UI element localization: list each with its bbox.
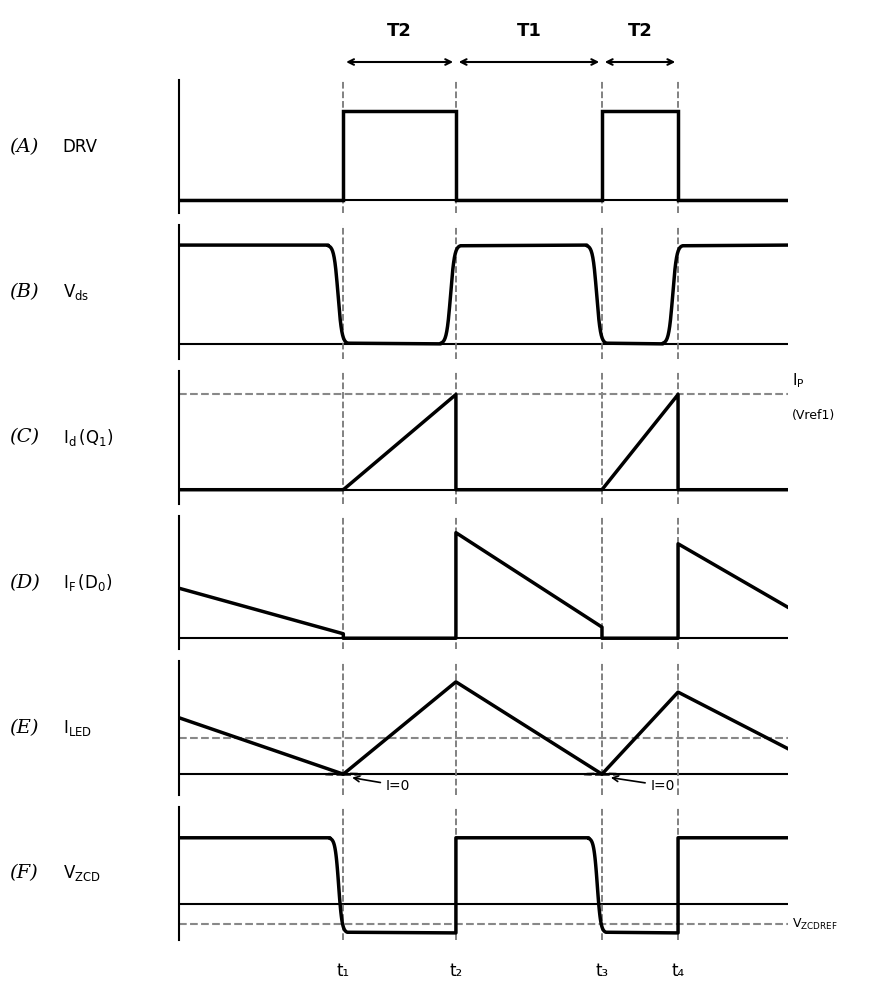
Text: I=0: I=0 [612,776,674,793]
Text: t₁: t₁ [336,962,350,980]
Text: $\rm I_F\,(D_0)$: $\rm I_F\,(D_0)$ [63,572,112,593]
Text: (E): (E) [9,719,38,737]
Text: t₃: t₃ [595,962,608,980]
Text: T1: T1 [516,22,541,40]
Text: $\rm V_{ds}$: $\rm V_{ds}$ [63,282,89,302]
Text: (C): (C) [9,428,39,446]
Text: (D): (D) [9,574,39,592]
Text: t₂: t₂ [449,962,462,980]
Text: T2: T2 [627,22,652,40]
Text: $\rm V_{ZCDREF}$: $\rm V_{ZCDREF}$ [791,916,837,932]
Text: DRV: DRV [63,138,97,156]
Text: I=0: I=0 [354,776,409,793]
Text: $\rm I_d\,(Q_1)$: $\rm I_d\,(Q_1)$ [63,427,113,448]
Text: $\rm I_{LED}$: $\rm I_{LED}$ [63,718,92,738]
Text: (B): (B) [9,283,38,301]
Text: (F): (F) [9,864,38,882]
Text: T2: T2 [387,22,411,40]
Text: (Vref1): (Vref1) [791,409,834,422]
Text: $\rm V_{ZCD}$: $\rm V_{ZCD}$ [63,863,100,883]
Text: $\rm I_P$: $\rm I_P$ [791,372,804,390]
Text: (A): (A) [9,138,38,156]
Text: t₄: t₄ [670,962,684,980]
